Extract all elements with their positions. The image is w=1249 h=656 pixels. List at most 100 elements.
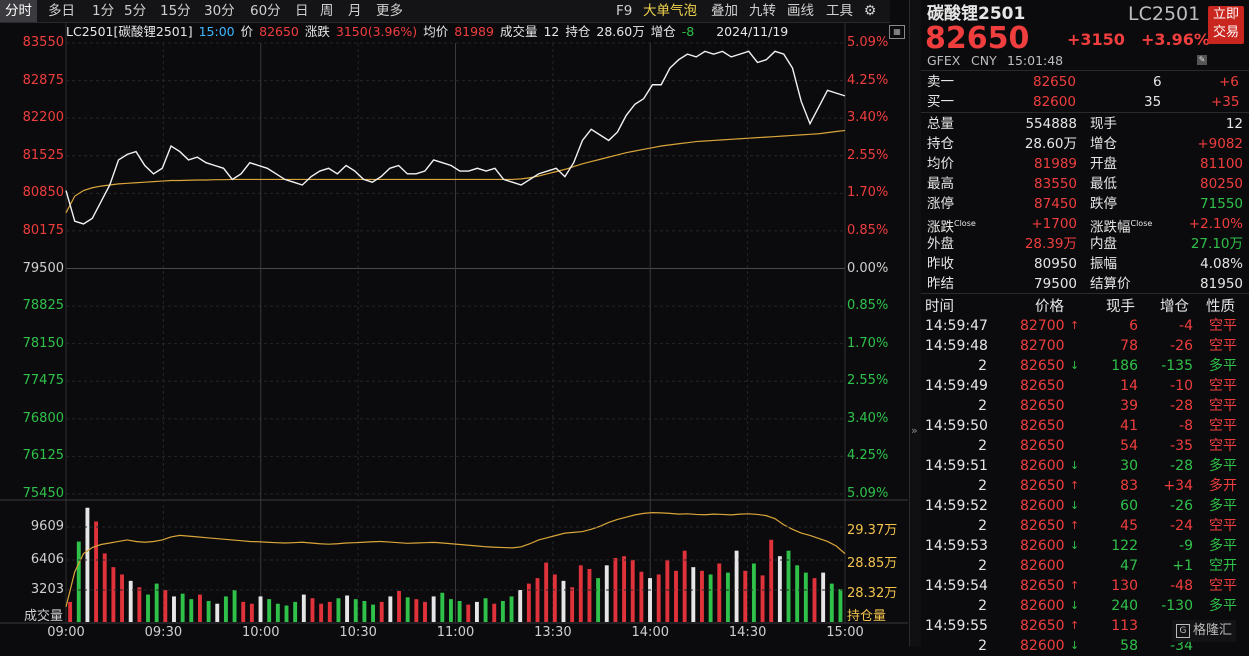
arrow-down-icon: ↓ [1070, 639, 1080, 652]
volume-bar-13 [180, 593, 185, 622]
volume-bar-48 [483, 598, 488, 622]
x-tick-8: 15:00 [826, 625, 864, 640]
double-chevron-right-icon[interactable]: » [911, 424, 918, 437]
tick-row[interactable]: 14:59:49 82650 14 -10 空平 [921, 376, 1249, 396]
tool-4[interactable]: 画线 [787, 3, 814, 19]
tick-row[interactable]: 14:59:52 82600 ↓ 60 -26 多平 [921, 496, 1249, 516]
volume-bar-34 [362, 600, 367, 622]
period-tab-3[interactable]: 5分 [124, 3, 147, 19]
period-tab-0[interactable]: 分时 [0, 0, 37, 22]
volume-bar-49 [492, 603, 497, 622]
stat-value-8-a: 79500 [1034, 276, 1077, 292]
period-tab-6[interactable]: 60分 [250, 3, 281, 19]
tool-2[interactable]: 叠加 [711, 3, 738, 19]
x-tick-1: 09:30 [144, 625, 183, 640]
tick-oi-change: -9 [1179, 538, 1193, 554]
y-right-tick-3: 2.55% [847, 147, 889, 163]
tick-volume: 113 [1111, 618, 1138, 634]
gear-icon[interactable]: ⚙ [863, 3, 877, 19]
tool-0[interactable]: F9 [616, 3, 633, 19]
tool-1[interactable]: 大单气泡 [643, 3, 697, 19]
tick-oi-change: -28 [1170, 398, 1193, 414]
tick-oi-change: -24 [1170, 518, 1193, 534]
y-right-tick-12: 5.09% [847, 486, 889, 501]
stat-value-1-a: 28.60万 [1024, 136, 1077, 152]
info-vol-label: 成交量 [499, 24, 538, 39]
volume-bar-84 [795, 565, 800, 622]
vol-tick-0: 9609 [30, 519, 64, 534]
tick-nature: 多平 [1209, 458, 1237, 474]
y-left-tick-1: 82875 [22, 72, 64, 88]
tick-row[interactable]: 2 82650 54 -35 空平 [921, 436, 1249, 456]
price-line [65, 50, 846, 225]
volume-bar-5 [111, 567, 116, 622]
stat-label-5-b: 涨跌幅Close [1090, 219, 1153, 236]
watermark-logo: G 格隆汇 [1172, 620, 1237, 642]
tick-nature: 空平 [1209, 338, 1237, 354]
tool-3[interactable]: 九转 [749, 3, 776, 19]
volume-bar-69 [665, 559, 670, 622]
volume-bar-51 [509, 596, 514, 622]
tick-row[interactable]: 14:59:53 82600 ↓ 122 -9 多平 [921, 536, 1249, 556]
volume-bar-27 [301, 594, 306, 622]
volume-bar-64 [622, 556, 627, 622]
tick-time: 2 [978, 438, 987, 454]
tick-row[interactable]: 14:59:51 82600 ↓ 30 -28 多平 [921, 456, 1249, 476]
tick-time: 14:59:47 [925, 318, 988, 334]
volume-bar-79 [751, 563, 756, 622]
tick-row[interactable]: 14:59:54 82650 ↑ 130 -48 空平 [921, 576, 1249, 596]
bid-price: 82600 [1033, 94, 1076, 110]
period-tab-4[interactable]: 15分 [160, 3, 191, 19]
volume-bar-2 [85, 507, 90, 622]
volume-bar-81 [769, 539, 774, 622]
chart-export-icon[interactable]: ▦ [889, 25, 905, 39]
tick-row[interactable]: 14:59:47 82700 ↑ 6 -4 空平 [921, 316, 1249, 336]
tick-time: 14:59:51 [925, 458, 988, 474]
period-tab-2[interactable]: 1分 [92, 3, 115, 19]
stat-label-3-a: 最高 [927, 176, 954, 192]
tick-time: 2 [978, 638, 987, 654]
tick-price: 82650 [1020, 418, 1065, 434]
y-right-tick-2: 3.40% [847, 110, 889, 126]
tick-nature: 空平 [1209, 438, 1237, 454]
volume-bar-3 [94, 521, 99, 622]
stat-value-3-b: 80250 [1200, 176, 1243, 192]
tick-row[interactable]: 14:59:48 82700 78 -26 空平 [921, 336, 1249, 356]
oi-tick-2: 28.32万 [847, 586, 898, 601]
tick-row[interactable]: 2 82650 ↑ 83 +34 多开 [921, 476, 1249, 496]
period-tab-8[interactable]: 周 [320, 3, 334, 19]
period-tab-5[interactable]: 30分 [204, 3, 235, 19]
tick-volume: 83 [1120, 478, 1138, 494]
tick-oi-change: -10 [1170, 378, 1193, 394]
info-vol: 12 [543, 24, 560, 39]
info-price: 82650 [259, 24, 299, 39]
tick-row[interactable]: 2 82650 ↓ 186 -135 多平 [921, 356, 1249, 376]
tool-5[interactable]: 工具 [826, 3, 853, 19]
tick-row[interactable]: 2 82600 ↓ 240 -130 多平 [921, 596, 1249, 616]
volume-bar-67 [648, 578, 652, 622]
exchange: GFEX [927, 53, 961, 68]
trade-now-button[interactable]: 立即 交易 [1208, 6, 1244, 44]
tick-volume: 130 [1111, 578, 1138, 594]
period-tab-10[interactable]: 更多 [376, 3, 403, 19]
pencil-icon[interactable]: ✎ [1197, 55, 1207, 65]
period-tab-7[interactable]: 日 [295, 3, 309, 19]
period-tab-9[interactable]: 月 [348, 3, 362, 19]
tick-oi-change: -135 [1161, 358, 1193, 374]
tick-row[interactable]: 2 82600 47 +1 空开 [921, 556, 1249, 576]
volume-bar-22 [258, 596, 263, 622]
volume-bar-6 [120, 574, 124, 622]
period-tab-1[interactable]: 多日 [48, 3, 75, 19]
volume-bar-32 [345, 595, 350, 622]
y-left-tick-4: 80850 [22, 185, 64, 201]
tick-time: 14:59:49 [925, 378, 988, 394]
quote-panel: 碳酸锂2501 LC2501 82650 +3150 +3.96% GFEX C… [921, 0, 1249, 654]
tick-row[interactable]: 2 82650 39 -28 空平 [921, 396, 1249, 416]
info-change-label: 涨跌 [304, 24, 330, 39]
intraday-chart[interactable] [0, 0, 908, 646]
info-avg: 81989 [454, 24, 494, 39]
volume-bar-31 [336, 598, 341, 622]
stat-label-3-b: 最低 [1090, 176, 1117, 192]
tick-row[interactable]: 2 82650 ↑ 45 -24 空平 [921, 516, 1249, 536]
tick-row[interactable]: 14:59:50 82650 41 -8 空平 [921, 416, 1249, 436]
